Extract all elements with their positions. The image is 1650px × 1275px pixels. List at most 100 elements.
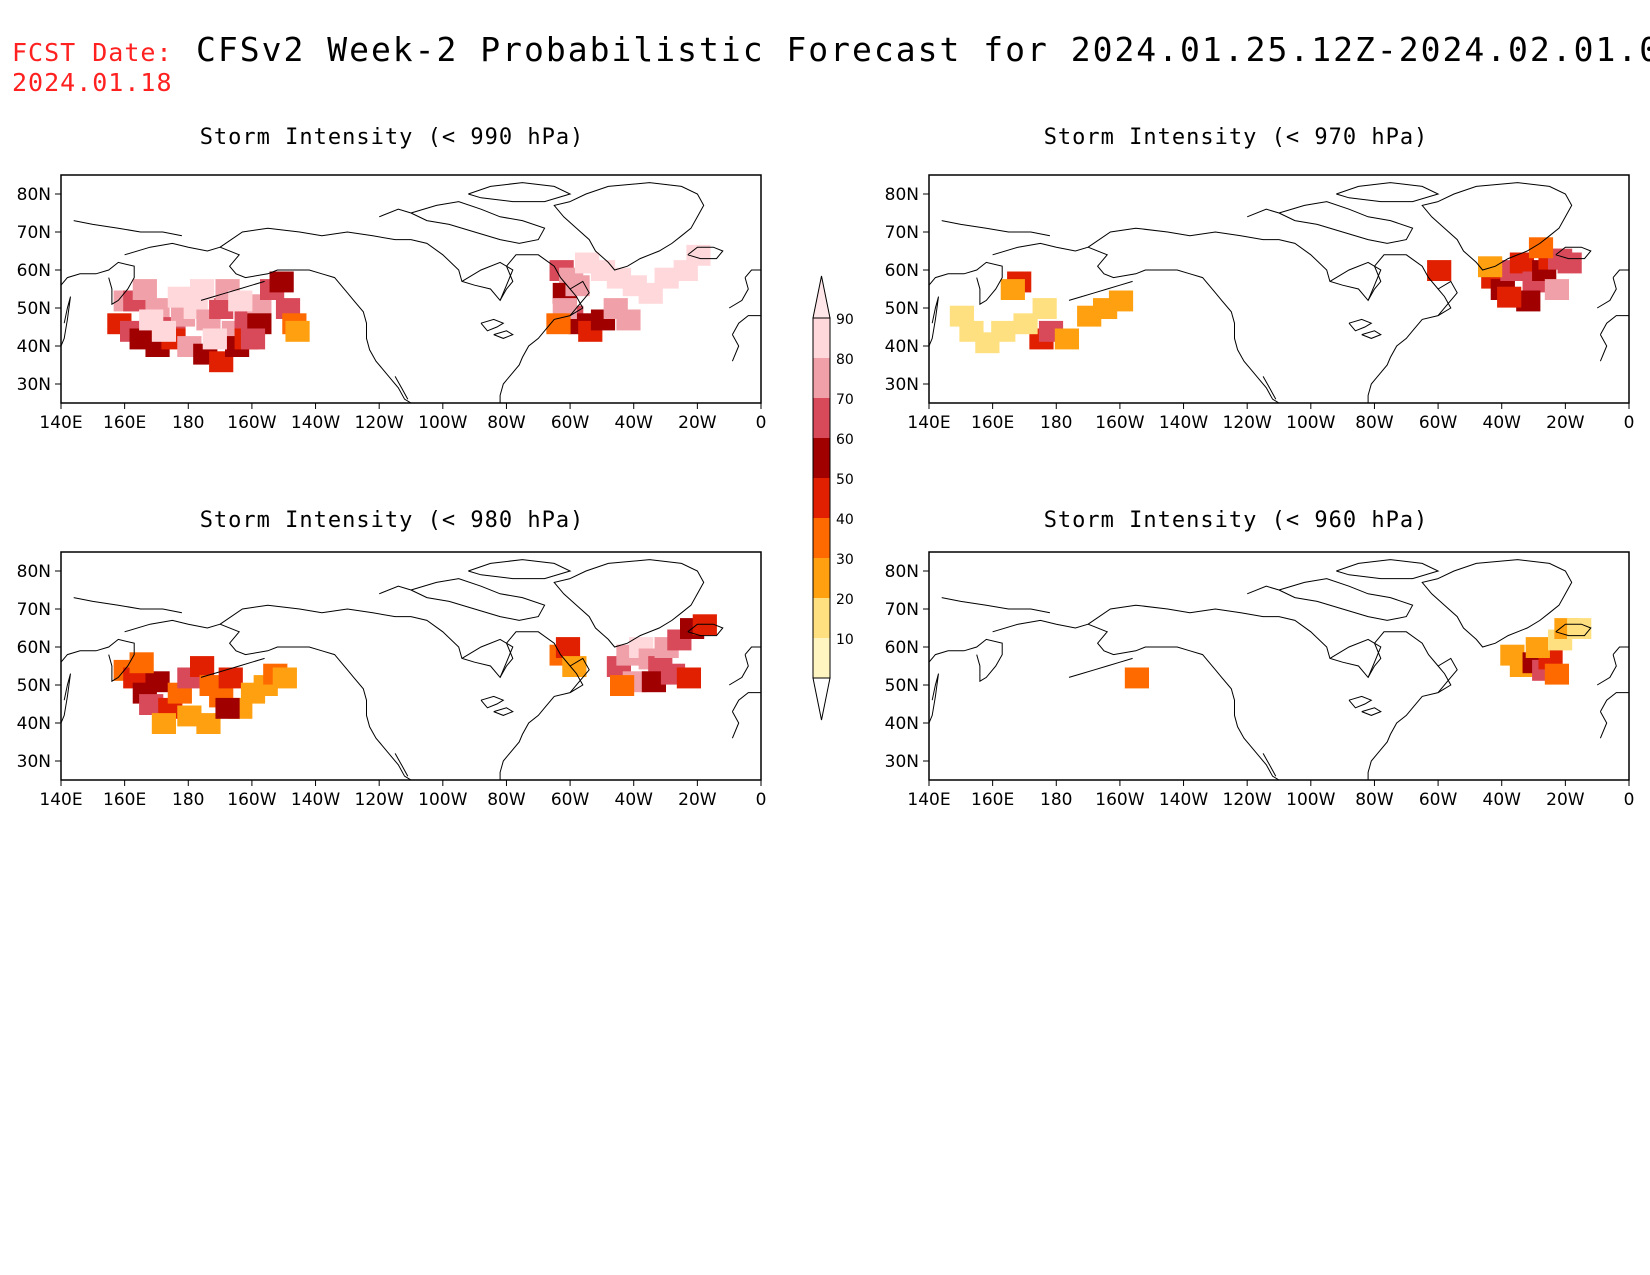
colorbar-swatch <box>813 358 830 398</box>
lon-tick-label: 160E <box>103 790 146 810</box>
colorbar-level-label: 70 <box>836 392 854 408</box>
probability-cell <box>1525 637 1550 658</box>
lon-tick-label: 80W <box>487 790 526 810</box>
lat-tick-label: 50N <box>17 676 51 696</box>
lon-tick-label: 40W <box>1483 790 1522 810</box>
forecast-date-value: 2024.01.18 <box>12 68 173 97</box>
coastline <box>61 296 71 362</box>
coastline <box>468 182 572 203</box>
lon-tick-label: 80W <box>487 413 526 433</box>
lon-tick-label: 160E <box>971 413 1014 433</box>
colorbar-swatch <box>813 598 830 638</box>
probability-cell <box>228 290 253 312</box>
coastline <box>219 227 584 403</box>
lat-tick-label: 60N <box>885 261 919 281</box>
coastline <box>219 246 412 403</box>
probability-cell <box>676 667 702 689</box>
colorbar-level-label: 90 <box>836 312 854 328</box>
lat-tick-label: 80N <box>17 562 51 582</box>
lon-tick-label: 180 <box>172 790 204 810</box>
probability-cell <box>190 656 215 677</box>
coastline <box>200 657 265 678</box>
colorbar-level-label: 50 <box>836 472 854 488</box>
lon-tick-label: 60W <box>551 790 590 810</box>
probability-cell <box>1528 237 1554 259</box>
colorbar-swatch <box>813 558 830 598</box>
probability-cell <box>1000 279 1025 300</box>
probability-cell <box>132 279 157 300</box>
lon-tick-label: 20W <box>1546 790 1585 810</box>
lat-tick-label: 60N <box>17 261 51 281</box>
lat-tick-label: 80N <box>885 185 919 205</box>
map-panel-p970: 80N 70N 60N 50N 40N 30N 140E 160E 180 160W 140W 120… <box>885 174 1634 433</box>
coastline <box>1596 277 1617 309</box>
lon-tick-label: 40W <box>615 790 654 810</box>
coastline <box>569 657 590 693</box>
coastline <box>1555 246 1592 260</box>
coastline <box>61 673 71 739</box>
coastline <box>1596 654 1617 686</box>
coastline <box>61 638 135 683</box>
coastline <box>1437 657 1458 693</box>
probability-cell <box>202 328 227 350</box>
coastline <box>394 753 409 777</box>
probability-cell <box>1516 290 1541 312</box>
lon-tick-label: 160W <box>227 413 276 433</box>
coastline <box>1599 711 1608 739</box>
lat-tick-label: 70N <box>885 600 919 620</box>
probability-cell <box>1054 328 1080 350</box>
coastline <box>1278 578 1414 621</box>
colorbar-swatch <box>813 318 830 358</box>
lat-tick-label: 40N <box>17 337 51 357</box>
probability-cell <box>686 244 711 266</box>
probability-cell <box>1108 290 1134 312</box>
probability-cell <box>1544 663 1570 685</box>
probability-cell <box>1497 286 1522 308</box>
coastline <box>992 619 1089 633</box>
colorbar-swatch <box>813 518 830 558</box>
lat-tick-label: 70N <box>885 223 919 243</box>
lon-tick-label: 40W <box>1483 413 1522 433</box>
coastline <box>728 277 749 309</box>
probability-cell <box>151 320 177 342</box>
coastline <box>394 376 409 400</box>
probability-cell <box>654 267 679 289</box>
lon-tick-label: 160W <box>227 790 276 810</box>
lon-tick-label: 140W <box>1159 790 1208 810</box>
coastline <box>941 597 1050 614</box>
coastline <box>124 619 221 633</box>
lon-tick-label: 180 <box>1040 790 1072 810</box>
panel-title-960: Storm Intensity (< 960 hPa) <box>1043 508 1429 533</box>
lat-tick-label: 80N <box>17 185 51 205</box>
lat-tick-label: 60N <box>17 638 51 658</box>
lon-tick-label: 20W <box>678 413 717 433</box>
coastline <box>1612 269 1629 278</box>
lon-tick-label: 100W <box>418 790 467 810</box>
map-frame <box>60 174 762 404</box>
coastline <box>124 242 221 256</box>
coastline <box>480 695 505 709</box>
probability-cell <box>610 675 635 696</box>
coastline <box>1599 334 1608 362</box>
colorbar: 10 20 30 40 50 60 70 80 90 <box>812 275 854 721</box>
colorbar-bottom-arrow <box>812 677 831 721</box>
panel-title-980: Storm Intensity (< 980 hPa) <box>199 508 585 533</box>
probability-cell <box>1013 313 1038 335</box>
map-frame <box>928 551 1630 781</box>
probability-cell <box>209 298 234 319</box>
lat-tick-label: 40N <box>885 337 919 357</box>
lon-tick-label: 160W <box>1095 413 1144 433</box>
coastline <box>731 315 761 335</box>
lon-tick-label: 140W <box>291 413 340 433</box>
coastline <box>1262 753 1277 777</box>
lat-tick-label: 50N <box>17 299 51 319</box>
coastline <box>200 280 265 301</box>
probability-cell <box>1032 298 1057 319</box>
probability-cell <box>1567 618 1592 639</box>
coastline <box>929 261 1003 306</box>
probability-cell <box>562 656 587 677</box>
lat-tick-label: 30N <box>885 752 919 772</box>
lat-tick-label: 50N <box>885 299 919 319</box>
probability-cell <box>285 320 310 342</box>
probability-cell <box>555 637 581 658</box>
